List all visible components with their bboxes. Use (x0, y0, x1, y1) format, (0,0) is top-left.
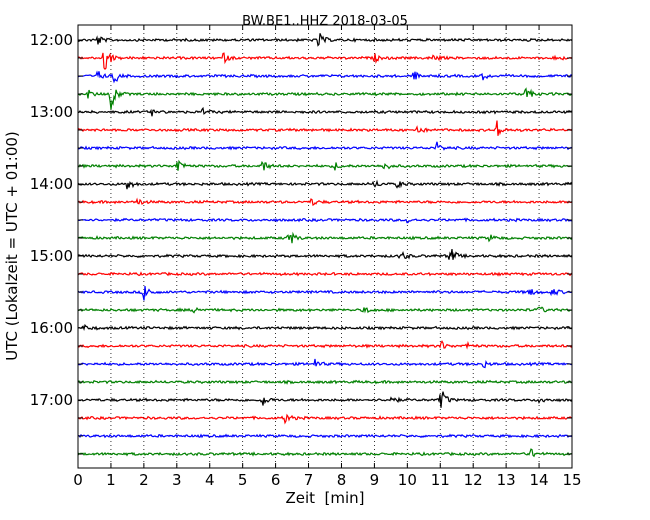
x-tick-label: 14 (530, 471, 549, 489)
trace-1730 (77, 433, 573, 439)
trace-1300 (77, 106, 573, 117)
trace-1215 (77, 52, 573, 70)
trace-1515 (77, 271, 573, 277)
trace-1745 (77, 448, 573, 458)
y-hour-label: 14:00 (30, 175, 73, 193)
x-tick-label: 12 (464, 471, 483, 489)
y-axis-label: UTC (Lokalzeit = UTC + 01:00) (3, 131, 21, 361)
trace-1530 (77, 286, 573, 301)
trace-1400 (77, 179, 573, 190)
y-hour-label: 15:00 (30, 247, 73, 265)
trace-1330 (78, 141, 573, 151)
x-tick-label: 0 (73, 471, 83, 489)
trace-1645 (77, 379, 573, 385)
trace-1315 (77, 120, 573, 136)
trace-1445 (77, 231, 573, 244)
x-tick-label: 6 (271, 471, 281, 489)
trace-1715 (77, 413, 573, 425)
x-tick-label: 11 (431, 471, 450, 489)
x-axis: 0 1 2 3 4 5 6 7 8 9 10 11 12 13 14 15 (73, 25, 582, 489)
trace-1500 (77, 249, 573, 260)
trace-1230 (77, 70, 573, 84)
trace-1700 (77, 391, 573, 408)
trace-1630 (77, 358, 573, 369)
x-tick-label: 13 (497, 471, 516, 489)
chart-title: BW.BE1..HHZ 2018-03-05 (242, 14, 408, 29)
x-tick-label: 3 (172, 471, 182, 489)
trace-1415 (77, 197, 573, 206)
trace-1200 (77, 33, 573, 47)
trace-1345 (77, 159, 573, 171)
x-tick-label: 9 (370, 471, 380, 489)
x-tick-label: 2 (139, 471, 149, 489)
trace-1245 (77, 87, 573, 110)
y-hour-label: 12:00 (30, 31, 73, 49)
x-tick-label: 7 (304, 471, 314, 489)
y-hour-label: 16:00 (30, 319, 73, 337)
y-hour-label: 17:00 (30, 391, 73, 409)
x-tick-label: 4 (205, 471, 215, 489)
trace-1600 (77, 323, 573, 331)
trace-1615 (77, 340, 573, 350)
plot-frame (77, 24, 573, 469)
trace-1545 (77, 306, 572, 314)
y-hour-label: 13:00 (30, 103, 73, 121)
y-axis: 12:00 13:00 14:00 15:00 16:00 17:00 (30, 31, 572, 455)
x-axis-label: Zeit [min] (285, 489, 364, 507)
x-tick-label: 1 (106, 471, 116, 489)
x-tick-label: 8 (337, 471, 347, 489)
x-tick-label: 15 (562, 471, 581, 489)
trace-layer (77, 33, 573, 458)
x-tick-label: 10 (398, 471, 417, 489)
x-tick-label: 5 (238, 471, 248, 489)
trace-1430 (77, 217, 573, 224)
